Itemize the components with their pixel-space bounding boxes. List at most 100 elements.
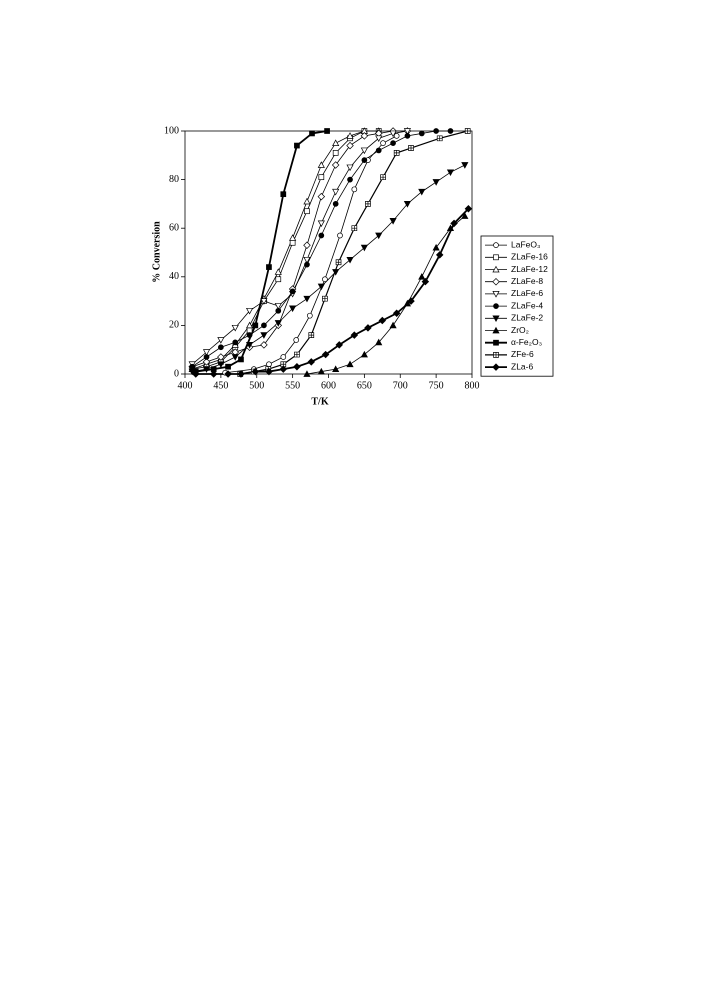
- data-point: [306, 312, 313, 319]
- data-point: [209, 370, 218, 378]
- x-tick-label: 550: [285, 380, 300, 391]
- legend: LaFeO₃ ZLaFe-16 ZLaFe-12 ZLaFe-8 ZLaFe-6 ZLaF…: [480, 235, 554, 377]
- data-point: [447, 128, 454, 134]
- data-point: [280, 361, 287, 368]
- data-point: [331, 161, 340, 169]
- data-point: [245, 321, 254, 329]
- legend-label: ZrO₂: [511, 325, 529, 335]
- legend-marker: [493, 242, 499, 248]
- legend-marker: [493, 303, 499, 309]
- data-point: [260, 332, 268, 339]
- data-point: [390, 140, 396, 146]
- data-point: [202, 366, 211, 373]
- data-point: [418, 273, 426, 280]
- data-point: [361, 157, 368, 164]
- data-point: [403, 128, 412, 135]
- data-point: [245, 341, 254, 349]
- legend-marker: [492, 291, 500, 298]
- legend-marker: [493, 352, 499, 358]
- legend-label: ZLaFe-12: [511, 264, 548, 274]
- y-tick-label: 20: [169, 320, 179, 331]
- data-point: [274, 320, 282, 327]
- legend-marker: [493, 339, 499, 346]
- y-tick-label: 0: [174, 368, 179, 379]
- data-point: [293, 337, 300, 343]
- data-point: [303, 197, 311, 205]
- data-point: [303, 241, 311, 249]
- data-point: [317, 161, 325, 168]
- data-point: [346, 256, 354, 264]
- x-tick-label: 650: [357, 380, 372, 391]
- data-point: [346, 132, 354, 139]
- data-point: [202, 358, 211, 366]
- data-point: [294, 142, 300, 149]
- legend-label: ZLaFe-4: [511, 300, 543, 310]
- legend-label: α-Fe₂O₃: [511, 337, 542, 347]
- data-point: [403, 299, 412, 307]
- legend-marker: [492, 326, 500, 334]
- data-point: [360, 244, 368, 252]
- data-point: [309, 130, 315, 137]
- data-point: [289, 234, 297, 241]
- x-tick-label: 400: [178, 380, 193, 391]
- data-point: [335, 259, 342, 266]
- data-point: [224, 370, 232, 378]
- data-point: [421, 277, 430, 286]
- series-line: [192, 130, 408, 368]
- data-point: [280, 191, 287, 198]
- data-point: [217, 353, 225, 361]
- data-point: [289, 239, 296, 246]
- data-point: [380, 174, 386, 181]
- data-point: [289, 305, 297, 313]
- data-point: [289, 288, 296, 295]
- data-point: [318, 232, 325, 239]
- series-line: [191, 130, 408, 365]
- data-point: [393, 133, 400, 139]
- legend-marker: [492, 315, 500, 323]
- data-point: [246, 327, 253, 334]
- data-point: [360, 132, 369, 140]
- data-point: [433, 128, 439, 134]
- data-point: [365, 201, 371, 207]
- data-point: [307, 358, 316, 366]
- legend-label: ZLaFe-16: [511, 252, 548, 262]
- legend-label: ZLa-6: [511, 361, 533, 371]
- data-point: [237, 370, 245, 378]
- data-point: [252, 322, 259, 329]
- data-point: [408, 145, 414, 151]
- data-point: [461, 162, 469, 169]
- data-point: [322, 276, 328, 283]
- y-tick-label: 60: [169, 222, 179, 233]
- data-point: [303, 370, 311, 377]
- y-tick-label: 80: [169, 174, 179, 185]
- data-point: [332, 150, 339, 156]
- legend-label: ZLaFe-2: [511, 313, 543, 323]
- data-point: [245, 307, 254, 315]
- data-point: [360, 350, 368, 358]
- data-point: [360, 147, 368, 155]
- legend-label: ZLaFe-6: [511, 288, 543, 298]
- data-point: [231, 354, 239, 361]
- data-point: [432, 243, 440, 251]
- data-point: [246, 332, 253, 338]
- data-point: [378, 316, 387, 325]
- data-point: [392, 309, 401, 317]
- data-point: [303, 256, 311, 264]
- data-point: [318, 174, 325, 181]
- data-point: [238, 356, 244, 363]
- data-point: [266, 361, 272, 368]
- data-point: [274, 303, 282, 310]
- data-point: [225, 363, 231, 370]
- x-tick-label: 600: [321, 380, 336, 391]
- x-tick-label: 700: [393, 380, 408, 391]
- y-tick-label: 40: [169, 271, 179, 282]
- data-point: [317, 283, 325, 291]
- data-point: [389, 321, 397, 329]
- data-point: [218, 344, 224, 351]
- data-point: [332, 269, 340, 276]
- data-point: [251, 367, 260, 376]
- data-point: [461, 212, 469, 219]
- data-point: [293, 362, 301, 371]
- data-point: [418, 188, 426, 196]
- data-point: [274, 268, 282, 275]
